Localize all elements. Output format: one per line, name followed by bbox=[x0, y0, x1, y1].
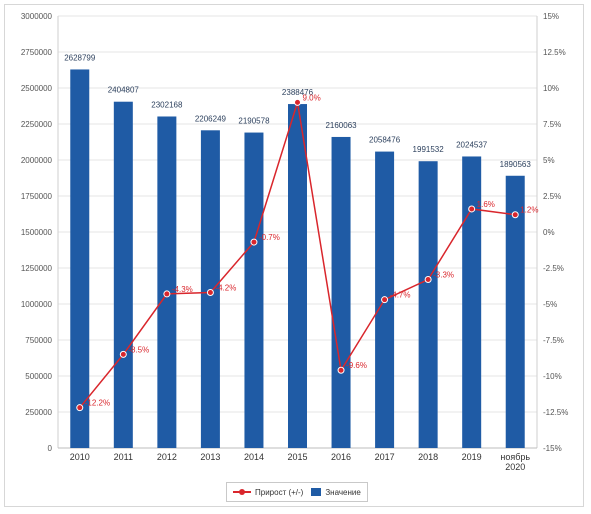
x-tick-label: 2016 bbox=[331, 452, 351, 462]
growth-data-label: -9.6% bbox=[346, 361, 367, 370]
growth-data-label: -0.7% bbox=[259, 233, 280, 242]
x-tick-label: 2020 bbox=[505, 462, 525, 472]
y-right-tick-label: 0% bbox=[543, 228, 555, 237]
x-tick-label: ноябрь bbox=[500, 452, 530, 462]
growth-data-label: -8.5% bbox=[128, 345, 149, 354]
y-right-tick-label: -2.5% bbox=[543, 264, 564, 273]
bar bbox=[288, 104, 307, 449]
growth-point bbox=[119, 350, 127, 358]
chart-legend: Прирост (+/-) Значение bbox=[226, 482, 368, 502]
y-left-tick-label: 2000000 bbox=[21, 156, 53, 165]
x-tick-label: 2019 bbox=[462, 452, 482, 462]
y-left-tick-label: 500000 bbox=[25, 372, 52, 381]
legend-label-value: Значение bbox=[325, 487, 361, 497]
y-left-tick-label: 0 bbox=[48, 444, 53, 453]
y-left-tick-label: 1500000 bbox=[21, 228, 53, 237]
x-tick-label: 2012 bbox=[157, 452, 177, 462]
y-right-tick-label: -10% bbox=[543, 372, 562, 381]
bar-data-label: 2628799 bbox=[64, 53, 96, 62]
legend-item-value[interactable]: Значение bbox=[311, 487, 361, 497]
y-left-tick-label: 1250000 bbox=[21, 264, 53, 273]
x-tick-label: 2015 bbox=[287, 452, 307, 462]
growth-point bbox=[337, 366, 345, 374]
y-left-tick-label: 2750000 bbox=[21, 48, 53, 57]
y-right-tick-label: 12.5% bbox=[543, 48, 566, 57]
y-right-tick-label: 2.5% bbox=[543, 192, 561, 201]
bar-data-label: 1991532 bbox=[413, 145, 445, 154]
x-tick-label: 2010 bbox=[70, 452, 90, 462]
legend-bar-swatch-icon bbox=[311, 488, 322, 496]
y-left-tick-label: 750000 bbox=[25, 336, 52, 345]
growth-point bbox=[468, 205, 476, 213]
y-left-tick-label: 1000000 bbox=[21, 300, 53, 309]
y-left-tick-label: 1750000 bbox=[21, 192, 53, 201]
y-left-tick-label: 2500000 bbox=[21, 84, 53, 93]
y-left-tick-label: 3000000 bbox=[21, 12, 53, 21]
legend-line-marker-icon bbox=[233, 488, 251, 496]
bar-data-label: 2058476 bbox=[369, 136, 401, 145]
growth-data-label: -4.3% bbox=[172, 285, 193, 294]
growth-point bbox=[424, 276, 432, 284]
y-right-tick-label: 10% bbox=[543, 84, 559, 93]
x-tick-label: 2014 bbox=[244, 452, 264, 462]
growth-data-label: 9.0% bbox=[303, 93, 321, 102]
bar bbox=[418, 161, 438, 448]
bar bbox=[157, 116, 177, 449]
bar-data-label: 2302168 bbox=[151, 100, 183, 109]
bar-data-label: 2190578 bbox=[238, 117, 270, 126]
y-left-tick-label: 2250000 bbox=[21, 120, 53, 129]
bar bbox=[70, 69, 90, 448]
bar bbox=[113, 101, 133, 448]
growth-point bbox=[250, 238, 258, 246]
growth-data-label: -12.2% bbox=[85, 399, 110, 408]
x-tick-label: 2018 bbox=[418, 452, 438, 462]
growth-point bbox=[294, 98, 301, 106]
bar-data-label: 1890563 bbox=[500, 160, 532, 169]
growth-data-label: 1.6% bbox=[477, 200, 495, 209]
growth-data-label: 1.2% bbox=[520, 206, 538, 215]
y-right-tick-label: -7.5% bbox=[543, 336, 564, 345]
legend-item-growth[interactable]: Прирост (+/-) bbox=[233, 488, 303, 497]
bar-data-label: 2024537 bbox=[456, 140, 488, 149]
legend-label-growth: Прирост (+/-) bbox=[255, 487, 304, 497]
chart-container: 0 250000 500000 750000 1000000 1250000 1500000… bbox=[4, 4, 584, 507]
growth-data-label: -4.2% bbox=[215, 283, 236, 292]
y-right-tick-label: 15% bbox=[543, 12, 559, 21]
y-left-tick-label: 250000 bbox=[25, 408, 52, 417]
growth-data-label: -4.7% bbox=[390, 291, 411, 300]
growth-point bbox=[163, 290, 171, 298]
x-tick-label: 2017 bbox=[375, 452, 395, 462]
growth-point bbox=[76, 404, 84, 412]
growth-point bbox=[511, 211, 519, 219]
bar-data-label: 2206249 bbox=[195, 114, 227, 123]
bar-data-label: 2388476 bbox=[282, 88, 314, 97]
y-right-tick-label: 7.5% bbox=[543, 120, 561, 129]
y-right-tick-label: 5% bbox=[543, 156, 555, 165]
growth-point bbox=[206, 288, 214, 296]
bar-data-label: 2160063 bbox=[325, 121, 357, 130]
growth-point bbox=[381, 296, 389, 304]
bar bbox=[331, 136, 351, 448]
bar bbox=[244, 132, 264, 448]
growth-data-label: -3.3% bbox=[433, 271, 454, 280]
y-right-tick-label: -12.5% bbox=[543, 408, 568, 417]
bar-data-label: 2404807 bbox=[108, 86, 140, 95]
y-right-tick-label: -15% bbox=[543, 444, 562, 453]
x-tick-label: 2011 bbox=[114, 452, 133, 462]
y-right-tick-label: -5% bbox=[543, 300, 557, 309]
bar bbox=[462, 156, 482, 448]
x-tick-label: 2013 bbox=[200, 452, 220, 462]
bar bbox=[505, 175, 525, 449]
